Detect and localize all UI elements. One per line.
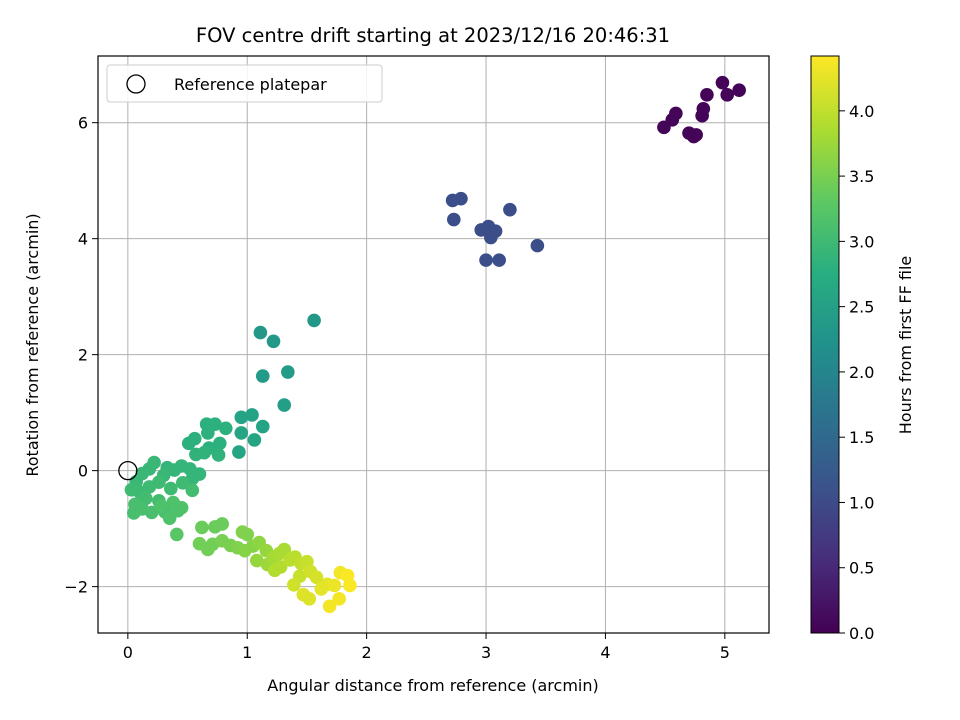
x-tick-label: 0 [123, 643, 133, 662]
y-tick-label: 6 [78, 114, 88, 133]
data-point [530, 238, 545, 253]
colorbar-tick-label: 2.0 [849, 363, 874, 382]
data-points [124, 75, 746, 614]
data-point [322, 599, 337, 614]
data-point [287, 578, 301, 592]
colorbar-gradient [810, 55, 840, 634]
legend-reference-marker-icon [126, 74, 146, 94]
data-point [144, 505, 159, 520]
data-point [255, 369, 270, 383]
data-point [152, 475, 166, 490]
x-tick-label: 3 [481, 643, 491, 662]
reference-marker-layer [118, 460, 138, 481]
data-point [689, 128, 703, 142]
data-point [215, 517, 229, 531]
reference-platepar-marker [118, 460, 138, 481]
data-point [201, 426, 215, 440]
x-tick-label: 2 [362, 643, 372, 662]
data-point [332, 591, 346, 606]
colorbar-tick-label: 2.5 [849, 298, 874, 317]
colorbar-tick-label: 3.5 [849, 167, 874, 186]
data-point [715, 75, 730, 90]
y-tick-label: 2 [78, 346, 88, 365]
colorbar-tick-label: 1.0 [849, 493, 874, 512]
colorbar-label: Hours from first FF file [896, 256, 915, 435]
data-point [484, 230, 498, 245]
data-point [700, 88, 714, 102]
colorbar-tick-label: 3.0 [849, 232, 874, 251]
colorbar-tick-label: 0.5 [849, 559, 874, 578]
data-point [234, 410, 249, 425]
chart-title: FOV centre drift starting at 2023/12/16 … [196, 24, 670, 47]
x-tick-label: 4 [600, 643, 610, 662]
y-tick-label: −2 [64, 578, 88, 597]
data-point [454, 191, 468, 206]
data-point [127, 506, 141, 520]
data-point [696, 101, 711, 116]
data-point [281, 365, 295, 379]
x-tick-label: 5 [720, 643, 730, 662]
data-point [732, 83, 746, 98]
plot-frame [97, 55, 770, 634]
data-point [266, 334, 281, 349]
data-point [197, 445, 212, 460]
data-point [138, 491, 153, 506]
x-axis-ticks: 0 1 2 3 4 5 [123, 633, 730, 662]
x-tick-label: 1 [242, 643, 252, 662]
data-point [253, 325, 268, 340]
data-point [309, 570, 324, 585]
y-tick-label: 4 [78, 230, 88, 249]
data-point [166, 495, 181, 510]
legend: Reference platepar [106, 64, 383, 103]
data-point [446, 212, 461, 227]
data-point [273, 560, 288, 574]
data-point [302, 591, 317, 606]
data-point [211, 448, 226, 462]
data-point [277, 542, 292, 557]
data-point [164, 481, 178, 496]
data-point [170, 527, 184, 542]
data-point [195, 520, 209, 535]
grid [98, 56, 769, 633]
legend-entry-reference-platepar: Reference platepar [174, 75, 327, 94]
data-point [245, 408, 259, 422]
data-point [249, 553, 264, 568]
data-point [720, 88, 735, 102]
data-point [181, 436, 196, 451]
data-point [277, 398, 292, 412]
colorbar-ticks: 0.0 0.5 1.0 1.5 2.0 2.5 3.0 3.5 4.0 [839, 102, 874, 643]
y-axis-ticks: −2 0 2 4 6 [64, 114, 98, 597]
data-point [154, 499, 169, 513]
data-point [212, 436, 227, 451]
legend-box [106, 64, 383, 103]
y-tick-label: 0 [78, 462, 88, 481]
data-point [307, 313, 321, 328]
data-point [175, 476, 190, 490]
data-point [247, 433, 262, 447]
data-point [343, 578, 357, 593]
colorbar: 0.0 0.5 1.0 1.5 2.0 2.5 3.0 3.5 4.0 Hours from f… [810, 55, 915, 643]
colorbar-tick-label: 1.5 [849, 428, 874, 447]
colorbar-tick-label: 4.0 [849, 102, 874, 121]
y-axis-label: Rotation from reference (arcmin) [23, 213, 42, 476]
data-point [218, 421, 233, 436]
data-point [492, 253, 506, 267]
data-point [327, 578, 342, 593]
data-point [479, 253, 493, 267]
data-point [240, 527, 255, 542]
data-point [503, 202, 517, 217]
data-point [185, 483, 200, 498]
colorbar-tick-label: 0.0 [849, 624, 874, 643]
data-point [232, 445, 246, 459]
data-point [255, 419, 270, 434]
data-point [669, 106, 683, 121]
x-axis-label: Angular distance from reference (arcmin) [267, 676, 598, 695]
data-point [234, 426, 249, 440]
